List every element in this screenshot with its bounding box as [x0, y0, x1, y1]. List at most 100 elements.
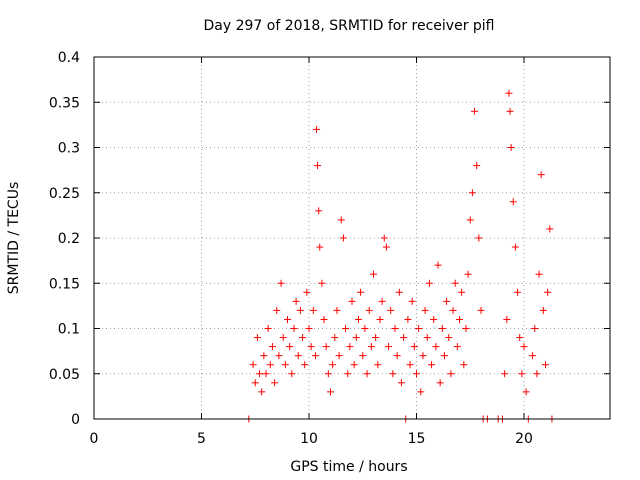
data-point [395, 288, 403, 296]
chart-title: Day 297 of 2018, SRMTID for receiver pif… [203, 18, 494, 34]
data-point [251, 379, 259, 387]
data-point [273, 306, 281, 314]
data-point [391, 325, 399, 332]
data-point [350, 361, 358, 369]
data-point [389, 370, 397, 378]
y-tick-label: 0.25 [49, 186, 80, 202]
ticks: 0 0.05 0.1 0.15 0.2 0.25 0.3 0.35 0.4 0 5 10 15 20 [49, 50, 610, 447]
data-point [335, 352, 343, 360]
data-point [256, 370, 264, 378]
data-point [397, 379, 405, 387]
grid [94, 57, 610, 419]
data-point [305, 325, 313, 332]
data-point [387, 306, 395, 314]
data-point [445, 334, 453, 342]
data-point [344, 370, 352, 378]
data-point [316, 243, 324, 251]
data-point [447, 370, 455, 378]
data-point [315, 207, 323, 215]
data-point [348, 297, 356, 305]
data-point [503, 315, 511, 323]
data-point [471, 107, 479, 115]
data-point [380, 234, 388, 242]
data-point [309, 306, 317, 314]
data-point [320, 315, 328, 323]
data-point [451, 279, 459, 287]
data-point [339, 234, 347, 242]
data-point [404, 315, 412, 323]
data-point [376, 315, 384, 323]
data-point [268, 343, 276, 351]
data-point [537, 171, 545, 179]
data-point [329, 361, 337, 369]
data-point [331, 334, 339, 342]
data-point [266, 361, 274, 369]
data-point [509, 198, 517, 206]
data-point [281, 361, 289, 369]
data-point [529, 352, 537, 360]
data-point [507, 144, 515, 151]
data-point [531, 325, 539, 332]
data-point [473, 162, 481, 170]
data-point [518, 370, 526, 378]
y-tick-label: 0.35 [49, 95, 80, 111]
data-point [440, 352, 448, 360]
data-point [311, 352, 319, 360]
data-point [307, 343, 315, 351]
data-point [385, 343, 393, 351]
data-point [313, 125, 321, 133]
data-point [501, 370, 509, 378]
data-point [275, 352, 283, 360]
data-point [458, 288, 466, 296]
data-point [301, 361, 309, 369]
data-point [327, 388, 334, 396]
data-point [361, 325, 369, 332]
data-point [342, 325, 350, 332]
x-tick-label: 5 [197, 431, 206, 447]
data-point [419, 352, 427, 360]
data-point [292, 297, 300, 305]
y-tick-label: 0.05 [49, 367, 80, 383]
data-point [393, 352, 401, 360]
data-point [333, 306, 341, 314]
data-point [359, 352, 367, 360]
data-point [539, 306, 547, 314]
data-point [296, 306, 304, 314]
data-point [511, 243, 519, 251]
data-point [382, 243, 390, 251]
data-point [294, 352, 302, 360]
data-point [535, 270, 543, 278]
data-point [378, 297, 386, 305]
data-point [284, 315, 291, 323]
data-point [522, 388, 530, 396]
data-point [468, 189, 476, 197]
data-point [318, 279, 326, 287]
data-point [425, 279, 433, 287]
data-point [516, 334, 524, 342]
data-point [520, 343, 528, 351]
data-point [277, 279, 285, 287]
data-point [514, 288, 522, 296]
data-point [436, 379, 444, 387]
y-axis-label: SRMTID / TECUs [6, 182, 22, 295]
data-point [324, 370, 332, 378]
data-point [365, 306, 373, 314]
data-point [262, 370, 270, 378]
data-point [286, 343, 294, 351]
data-point [421, 306, 429, 314]
y-tick-label: 0 [71, 412, 80, 428]
data-point [271, 379, 279, 387]
x-axis-label: GPS time / hours [290, 459, 407, 475]
data-point [346, 343, 354, 351]
data-point [314, 162, 322, 170]
data-point [258, 388, 266, 396]
data-point [546, 225, 554, 233]
y-tick-label: 0.4 [58, 50, 80, 66]
data-point [434, 261, 442, 269]
x-tick-label: 10 [300, 431, 318, 447]
x-tick-label: 20 [515, 431, 533, 447]
data-point [477, 306, 485, 314]
data-point [423, 334, 431, 342]
data-point [303, 288, 311, 296]
